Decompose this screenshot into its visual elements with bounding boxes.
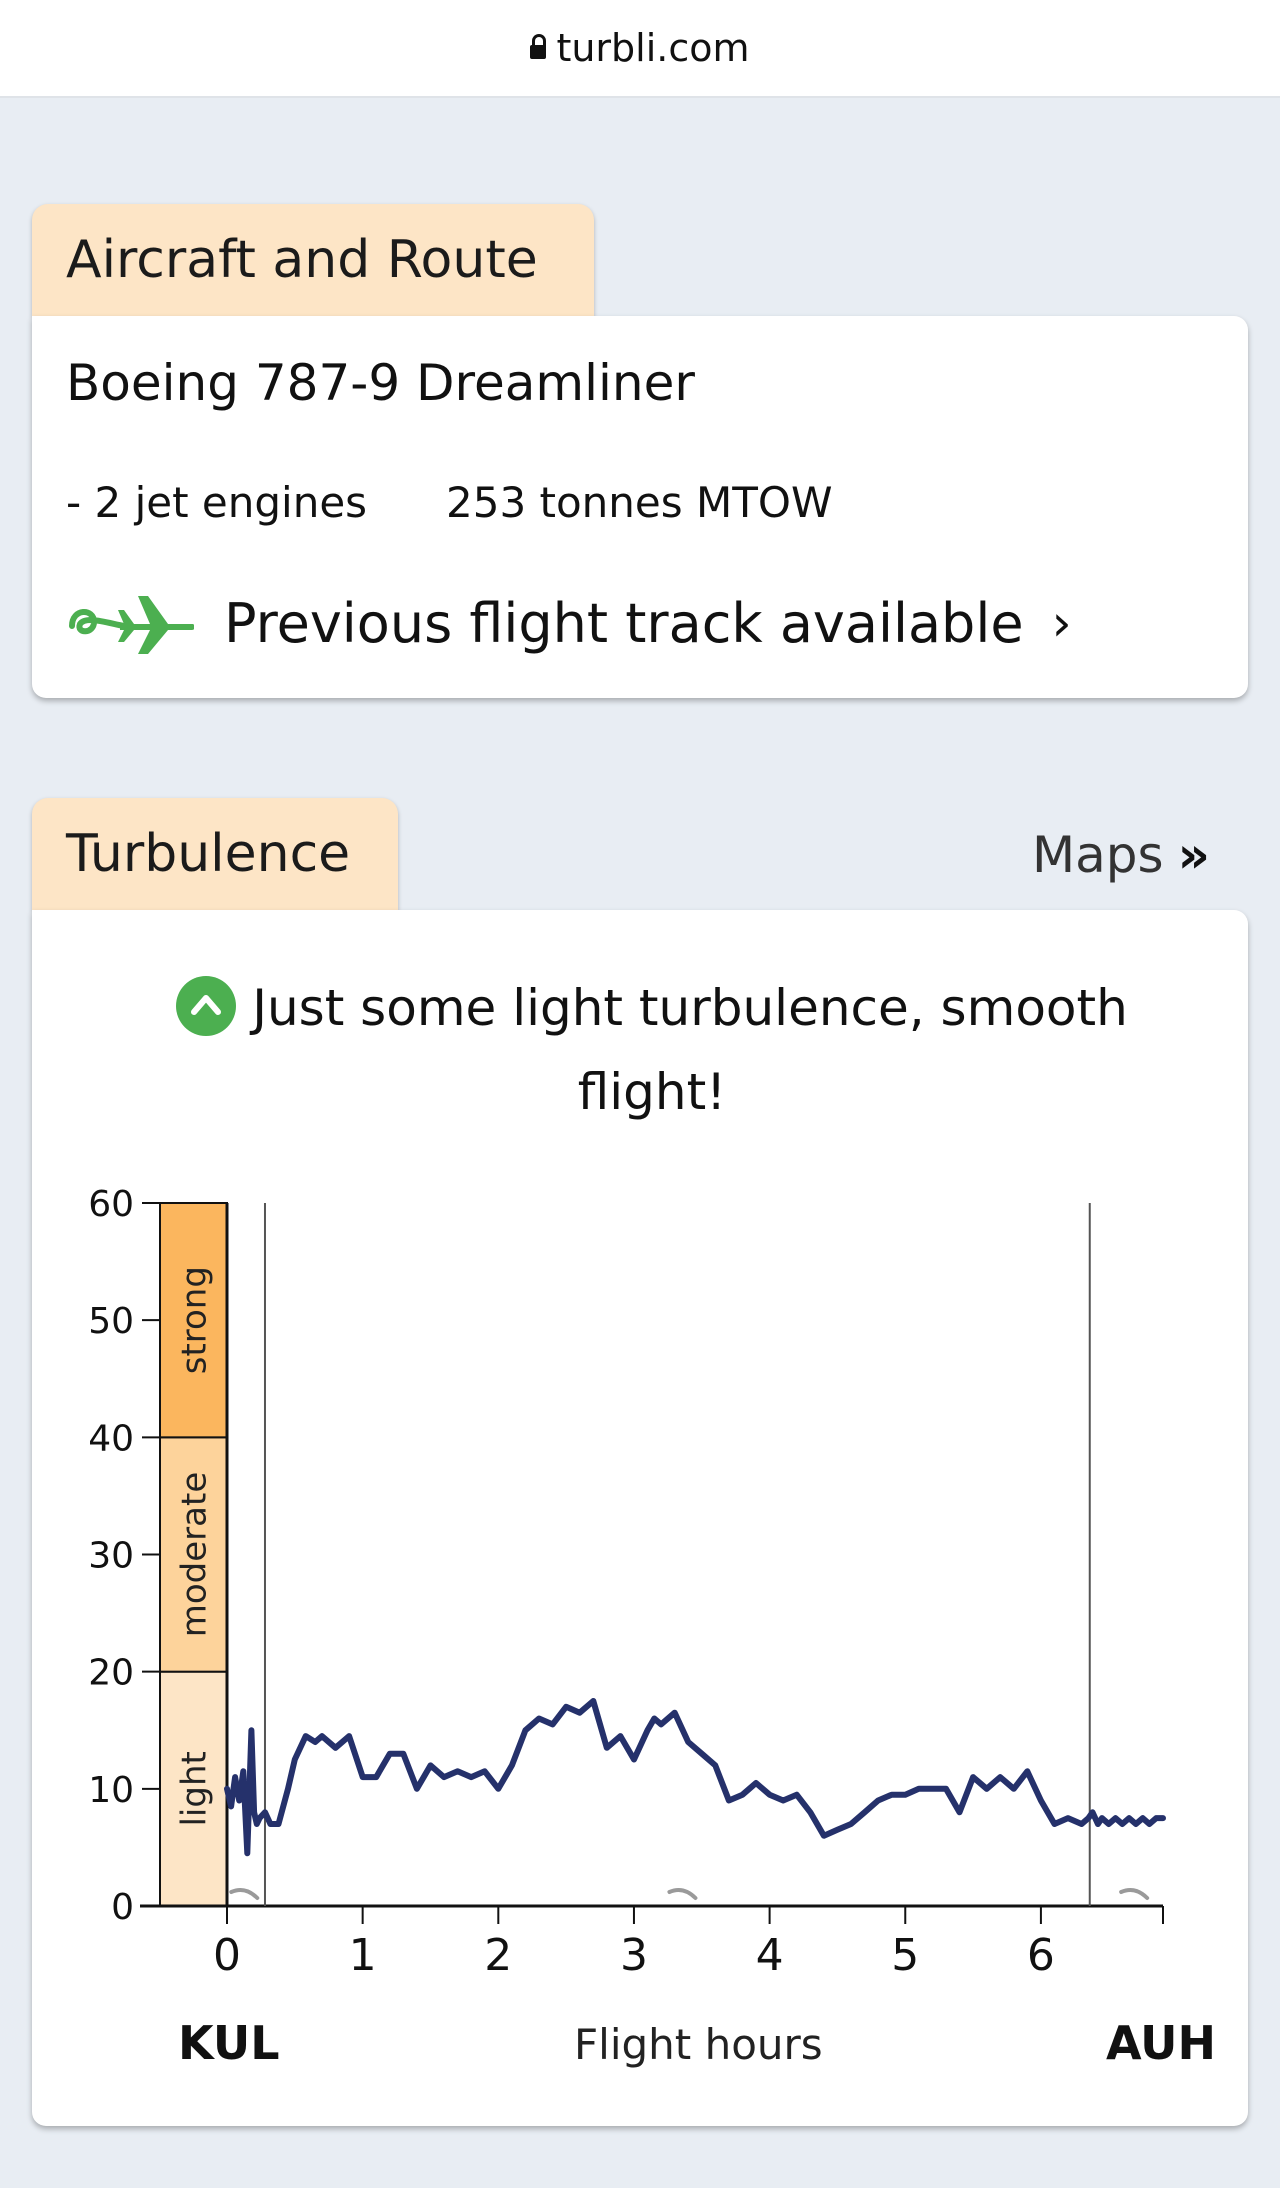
chevron-up-badge-icon <box>176 975 237 1036</box>
aircraft-route-tab: Aircraft and Route <box>32 204 594 316</box>
plane-icon <box>229 1888 260 1900</box>
flight-track-plane-icon <box>64 586 195 660</box>
aircraft-model: Boeing 787-9 Dreamliner <box>66 354 695 412</box>
x-tick-label: 1 <box>349 1930 377 1981</box>
band-label-light: light <box>175 1751 215 1826</box>
destination-airport: AUH <box>1106 2016 1217 2070</box>
browser-address-bar[interactable]: turbli.com <box>0 0 1280 98</box>
x-tick-label: 3 <box>620 1930 648 1981</box>
x-tick-label: 2 <box>484 1930 512 1981</box>
mtow-value: 253 tonnes MTOW <box>446 478 833 527</box>
origin-airport: KUL <box>178 2016 280 2070</box>
x-tick-label: 5 <box>891 1930 919 1981</box>
turbulence-summary: Just some light turbulence, smooth fligh… <box>152 966 1152 1134</box>
url-text: turbli.com <box>556 26 750 70</box>
turbulence-tab: Turbulence <box>32 798 398 910</box>
maps-link-label: Maps <box>1032 826 1164 884</box>
turbulence-series-line <box>224 1698 1166 1857</box>
lock-icon <box>530 34 547 59</box>
plane-icon <box>1119 1888 1150 1900</box>
turbulence-summary-text: Just some light turbulence, smooth fligh… <box>252 979 1128 1121</box>
x-tick-label: 0 <box>213 1930 241 1981</box>
y-tick-label: 40 <box>88 1418 134 1459</box>
maps-link[interactable]: Maps » <box>1032 826 1210 884</box>
double-chevron-right-icon: » <box>1177 826 1210 884</box>
previous-flight-track-link[interactable]: Previous flight track available › <box>64 586 1072 660</box>
y-tick-label: 30 <box>88 1536 134 1577</box>
chevron-right-icon: › <box>1051 594 1072 652</box>
band-label-moderate: moderate <box>175 1472 215 1637</box>
aircraft-route-card: Boeing 787-9 Dreamliner - 2 jet engines … <box>32 316 1248 698</box>
turbulence-card: Just some light turbulence, smooth fligh… <box>32 910 1248 2126</box>
previous-flight-track-label: Previous flight track available <box>224 591 1024 655</box>
y-tick-label: 0 <box>111 1887 134 1928</box>
turbulence-tab-label: Turbulence <box>66 824 351 884</box>
y-tick-label: 60 <box>88 1184 134 1225</box>
y-tick-label: 10 <box>88 1770 134 1811</box>
plane-icon <box>667 1888 698 1900</box>
engine-count: - 2 jet engines <box>66 478 368 527</box>
x-axis-label: Flight hours <box>574 2020 823 2069</box>
y-tick-label: 20 <box>88 1653 134 1694</box>
x-tick-label: 6 <box>1027 1930 1055 1981</box>
y-tick-label: 50 <box>88 1301 134 1342</box>
x-tick-label: 4 <box>756 1930 784 1981</box>
band-label-strong: strong <box>175 1266 215 1374</box>
turbulence-chart: light moderate strong 0 10 20 30 40 50 60 0 1 2 3 4 5 6 <box>88 1184 1166 1981</box>
url-display[interactable]: turbli.com <box>530 26 750 70</box>
aircraft-route-tab-label: Aircraft and Route <box>66 230 538 290</box>
